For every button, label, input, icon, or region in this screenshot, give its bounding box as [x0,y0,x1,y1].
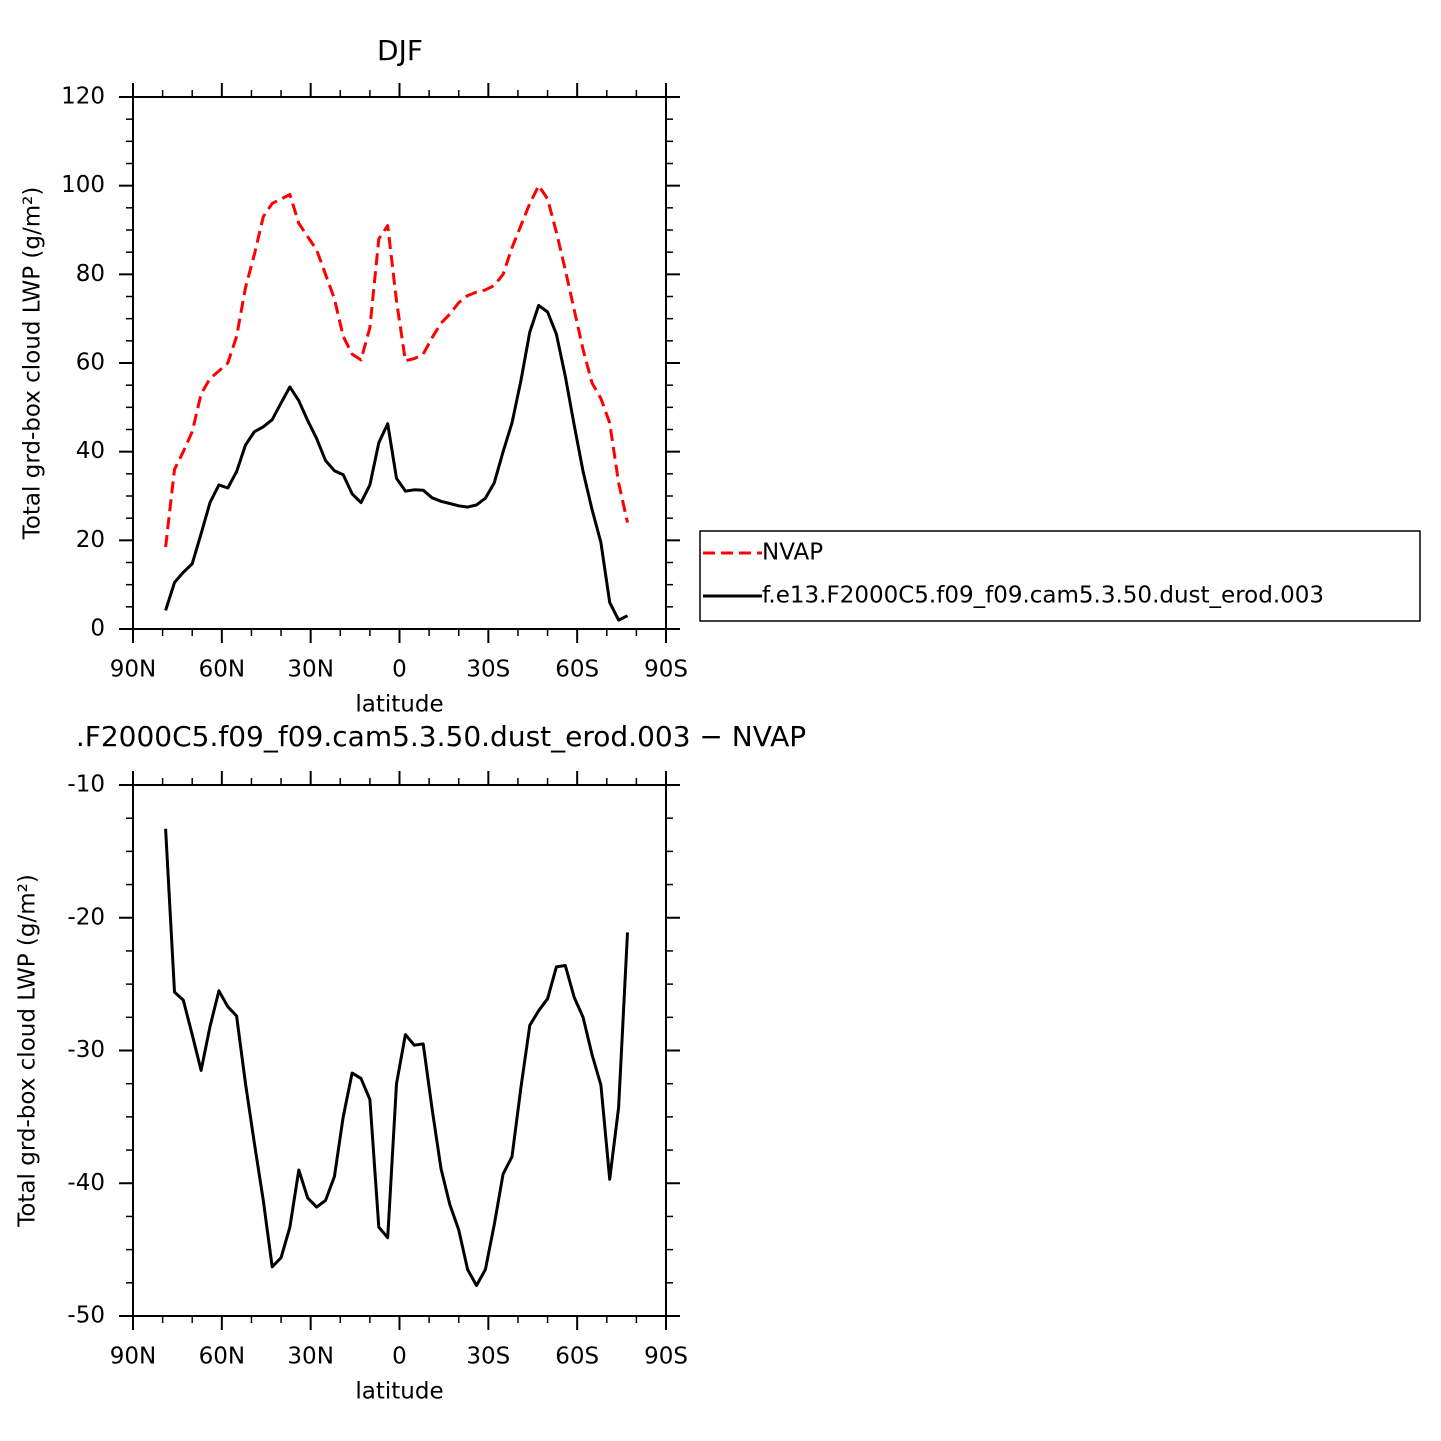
y-tick-label: 20 [76,527,105,553]
y-tick-label: -20 [67,904,105,930]
x-tick-label: 60N [199,657,245,683]
y-tick-label: 0 [90,616,105,642]
y-axis-label: Total grd-box cloud LWP (g/m²) [15,874,41,1228]
y-tick-label: 100 [61,172,105,198]
legend-label: f.e13.F2000C5.f09_f09.cam5.3.50.dust_ero… [762,583,1324,609]
legend-label: NVAP [762,540,823,566]
y-tick-label: 40 [76,438,105,464]
x-tick-label: 90N [110,1344,156,1370]
x-tick-label: 0 [392,1344,407,1370]
x-tick-label: 30S [466,1344,510,1370]
y-tick-label: -50 [67,1303,105,1329]
x-tick-label: 60S [555,1344,599,1370]
y-tick-label: -30 [67,1037,105,1063]
y-tick-label: -40 [67,1170,105,1196]
chart-title: .F2000C5.f09_f09.cam5.3.50.dust_erod.003… [76,720,806,753]
x-tick-label: 0 [392,657,407,683]
data-line [164,184,629,548]
x-tick-label: 90S [644,1344,688,1370]
x-axis-label: latitude [355,692,443,718]
x-tick-label: 30S [466,657,510,683]
y-tick-label: 80 [76,261,105,287]
y-tick-label: 60 [76,350,105,376]
chart-title: DJF [377,34,423,67]
data-line [164,303,629,622]
x-tick-label: 30N [287,657,333,683]
x-tick-label: 90S [644,657,688,683]
plot-frame [132,784,667,1317]
y-axis-label: Total grd-box cloud LWP (g/m²) [20,187,46,541]
x-axis-label: latitude [355,1379,443,1405]
x-tick-label: 60S [555,657,599,683]
y-tick-label: 120 [61,84,105,110]
y-tick-label: -10 [67,772,105,798]
x-tick-label: 90N [110,657,156,683]
data-line [164,828,629,1287]
x-tick-label: 60N [199,1344,245,1370]
legend-box [699,530,1421,622]
x-tick-label: 30N [287,1344,333,1370]
